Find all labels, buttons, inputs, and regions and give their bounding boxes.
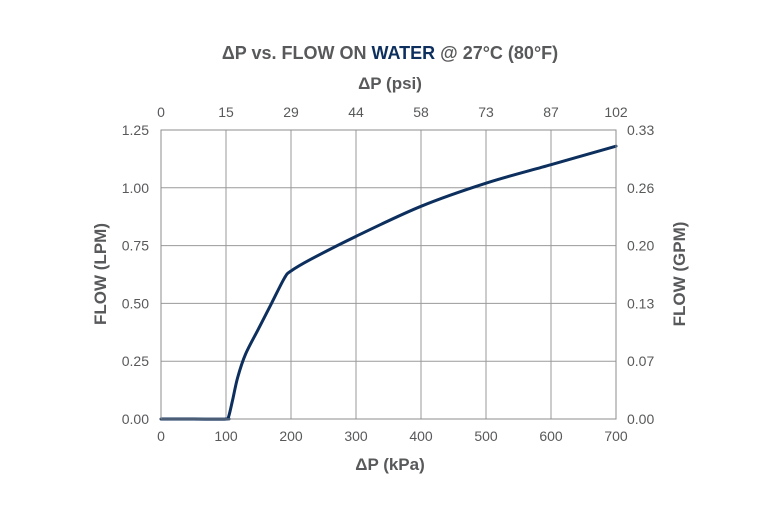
x2-tick-label: 102 [604, 104, 628, 120]
chart-title-accent: WATER [371, 43, 435, 63]
x-axis-label: ΔP (kPa) [355, 455, 425, 474]
x2-tick-label: 0 [157, 104, 165, 120]
tick-labels: 0 0 100 15 200 29 300 44 400 58 500 73 600 87 700 102 0.… [122, 104, 655, 444]
series-group [159, 144, 618, 421]
chart-title-part-1: ΔP vs. FLOW ON [222, 43, 372, 63]
x2-tick-label: 29 [283, 104, 299, 120]
x2-tick-label: 73 [478, 104, 494, 120]
x2-tick-label: 44 [348, 104, 364, 120]
gridlines [161, 130, 616, 419]
x-tick-label: 700 [604, 428, 628, 444]
chart-title-part-3: @ 27°C (80°F) [435, 43, 558, 63]
x2-tick-label: 58 [413, 104, 429, 120]
y2-tick-label: 0.20 [627, 238, 654, 254]
x-tick-label: 600 [539, 428, 563, 444]
x-tick-label: 200 [279, 428, 303, 444]
y-tick-label: 0.75 [122, 238, 149, 254]
y2-tick-label: 0.33 [627, 122, 654, 138]
x-tick-label: 400 [409, 428, 433, 444]
chart-title: ΔP vs. FLOW ON WATER @ 27°C (80°F) [222, 43, 558, 63]
x2-axis-label: ΔP (psi) [358, 74, 422, 93]
y-tick-label: 0.00 [122, 411, 149, 427]
y2-tick-label: 0.07 [627, 353, 654, 369]
y2-tick-label: 0.26 [627, 180, 654, 196]
y2-tick-label: 0.00 [627, 411, 654, 427]
y-axis-label: FLOW (LPM) [91, 223, 110, 325]
x-tick-label: 300 [344, 428, 368, 444]
series-line [159, 144, 618, 421]
y2-axis-label: FLOW (GPM) [670, 222, 689, 327]
x-tick-label: 100 [214, 428, 238, 444]
plot-frame [160, 129, 617, 420]
x-tick-label: 0 [157, 428, 165, 444]
x2-tick-label: 15 [218, 104, 234, 120]
y2-tick-label: 0.13 [627, 295, 654, 311]
x-tick-label: 500 [474, 428, 498, 444]
y-tick-label: 1.00 [122, 180, 149, 196]
y-tick-label: 1.25 [122, 122, 149, 138]
y-tick-label: 0.50 [122, 295, 149, 311]
x2-tick-label: 87 [543, 104, 559, 120]
y-tick-label: 0.25 [122, 353, 149, 369]
